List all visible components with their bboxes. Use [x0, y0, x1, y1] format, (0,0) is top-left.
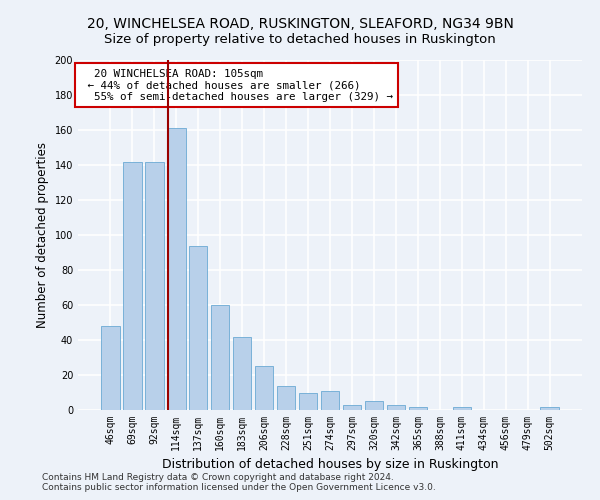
Bar [299, 392, 317, 410]
Bar [343, 405, 361, 410]
Bar [233, 336, 251, 410]
X-axis label: Distribution of detached houses by size in Ruskington: Distribution of detached houses by size … [162, 458, 498, 471]
Bar [452, 406, 471, 410]
Bar [277, 386, 295, 410]
Bar [145, 162, 164, 410]
Bar [167, 128, 185, 410]
Text: 20, WINCHELSEA ROAD, RUSKINGTON, SLEAFORD, NG34 9BN: 20, WINCHELSEA ROAD, RUSKINGTON, SLEAFOR… [86, 18, 514, 32]
Y-axis label: Number of detached properties: Number of detached properties [36, 142, 49, 328]
Text: Contains HM Land Registry data © Crown copyright and database right 2024.
Contai: Contains HM Land Registry data © Crown c… [42, 473, 436, 492]
Bar [189, 246, 208, 410]
Bar [123, 162, 142, 410]
Bar [365, 401, 383, 410]
Text: Size of property relative to detached houses in Ruskington: Size of property relative to detached ho… [104, 32, 496, 46]
Bar [101, 326, 119, 410]
Bar [386, 405, 405, 410]
Bar [409, 406, 427, 410]
Bar [211, 305, 229, 410]
Bar [255, 366, 274, 410]
Text: 20 WINCHELSEA ROAD: 105sqm
 ← 44% of detached houses are smaller (266)
  55% of : 20 WINCHELSEA ROAD: 105sqm ← 44% of deta… [80, 69, 392, 102]
Bar [320, 391, 340, 410]
Bar [541, 406, 559, 410]
